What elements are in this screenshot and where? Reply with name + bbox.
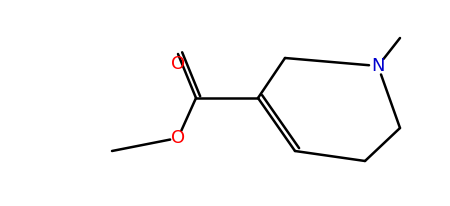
Text: O: O [171, 129, 185, 147]
Text: N: N [371, 57, 385, 75]
Text: O: O [171, 55, 185, 73]
